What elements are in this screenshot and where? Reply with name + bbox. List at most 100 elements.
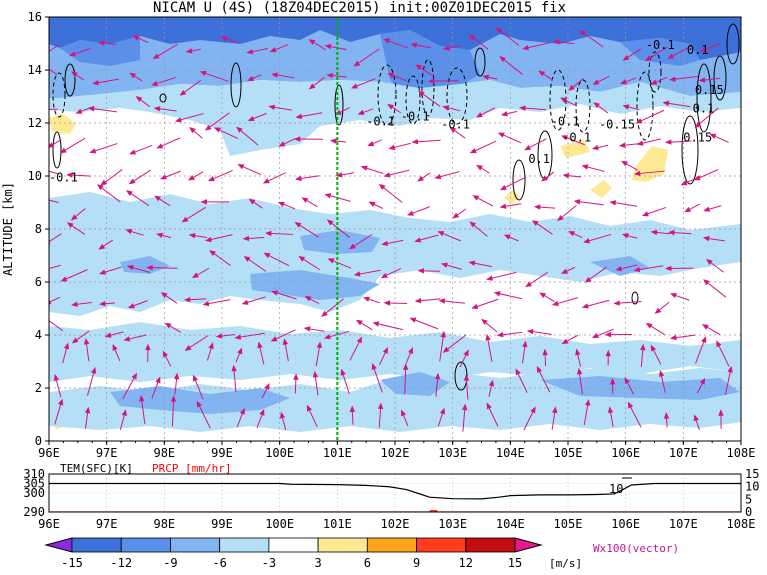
contours xyxy=(52,23,740,391)
shade-mid-dark2 xyxy=(250,270,380,300)
surface-x-tick-label: 96E xyxy=(38,517,60,531)
legend-precipitation: PRCP [mm/hr] xyxy=(152,462,231,475)
wind-vector-head xyxy=(371,363,377,371)
wind-vector-head xyxy=(146,264,153,271)
contour-label: -0.1 xyxy=(646,38,675,52)
wind-vector-head xyxy=(388,144,396,150)
wind-vector-head xyxy=(155,376,161,384)
wind-vector-head xyxy=(561,338,569,345)
shade-low-dark3 xyxy=(380,372,450,396)
wind-vector-head xyxy=(40,53,45,57)
wind-vector-head xyxy=(316,341,322,349)
wind-vector-head xyxy=(693,414,699,422)
x-tick-label: 100E xyxy=(265,446,294,460)
wind-vector-head xyxy=(335,172,343,178)
wind-vector-head xyxy=(100,179,107,186)
wind-vector-head xyxy=(271,290,279,296)
wind-vector-head xyxy=(624,377,630,384)
wind-vector-head xyxy=(241,299,249,305)
wind-vector-head xyxy=(243,255,251,262)
wind-vector-head xyxy=(427,78,435,84)
wind-vector-head xyxy=(324,44,332,50)
wind-vector-head xyxy=(185,48,193,54)
wind-vector-head xyxy=(196,400,202,408)
wind-vector-head xyxy=(703,206,711,212)
wind-vector-head xyxy=(49,142,55,148)
wind-vector-head xyxy=(409,317,417,323)
wind-vector-head xyxy=(355,319,363,326)
wind-vector-head xyxy=(463,374,470,381)
wind-vector-head xyxy=(312,370,319,378)
contour-pos-6 xyxy=(474,47,486,77)
colorbar-level: 3 xyxy=(314,556,321,570)
wind-vector-head xyxy=(84,406,91,414)
wind-vector-head xyxy=(583,238,591,244)
surface-x-tick-label: 102E xyxy=(381,517,410,531)
wind-vector-head xyxy=(475,112,483,118)
wind-vector-head xyxy=(271,72,278,78)
wind-vector-head xyxy=(237,164,245,170)
wind-vector-head xyxy=(669,293,677,299)
wind-vector-head xyxy=(613,300,620,306)
y-tick-label: 2 xyxy=(35,381,42,395)
wind-vector-head xyxy=(154,195,162,202)
wind-vector-head xyxy=(43,198,48,202)
colorbar-level: 6 xyxy=(364,556,371,570)
colorbar-cell xyxy=(416,537,467,553)
wind-vector xyxy=(49,320,64,332)
x-tick-label: 98E xyxy=(153,446,175,460)
wind-vector-head xyxy=(622,54,630,61)
shade-upper-core3 xyxy=(380,30,480,100)
contour-neg-1 xyxy=(52,72,66,118)
wind-vector-head xyxy=(485,333,491,341)
wind-vector-head xyxy=(247,115,255,122)
wind-vector-head xyxy=(383,300,391,306)
surface-x-tick-label: 103E xyxy=(438,517,467,531)
wind-vector-head xyxy=(496,332,504,338)
wind-vector-head xyxy=(702,235,710,242)
wind-vector-head xyxy=(125,228,133,235)
wind-vector-head xyxy=(481,318,488,325)
contour-label: -0.1 xyxy=(401,109,430,123)
wind-vector-head xyxy=(263,252,271,259)
wind-vector-head xyxy=(324,193,332,199)
wind-vector-head xyxy=(640,343,646,351)
wind-vector-head xyxy=(37,269,42,273)
shade-upper-core2 xyxy=(60,36,140,66)
wind-vector-head xyxy=(295,175,302,182)
y-axis-label: ALTITUDE [km] xyxy=(1,182,15,276)
colorbar-level: -9 xyxy=(163,556,177,570)
x-tick-label: 103E xyxy=(438,446,467,460)
wind-vector-head xyxy=(615,266,623,272)
wind-vector-head xyxy=(469,148,477,154)
wind-vector-head xyxy=(699,46,707,52)
colorbar-cell xyxy=(268,537,319,553)
contour-neg-3 xyxy=(405,75,421,125)
wind-vector-head xyxy=(368,201,376,207)
contour-pos-10 xyxy=(696,63,712,133)
wind-vector-head xyxy=(417,268,425,274)
wind-vector-head xyxy=(699,377,706,385)
wind-vector-head xyxy=(522,340,528,348)
wind-vector-head xyxy=(593,102,600,109)
wind-vector-head xyxy=(151,80,159,86)
wind-vector-head xyxy=(327,258,335,264)
wind-vector-head xyxy=(463,349,469,357)
x-tick-label: 102E xyxy=(381,446,410,460)
wind-vector-head xyxy=(220,36,228,42)
wind-vector-head xyxy=(701,324,709,330)
wind-vector-head xyxy=(524,144,532,151)
wind-vector-head xyxy=(668,229,675,236)
wind-vector-head xyxy=(654,307,662,314)
wind-vector-head xyxy=(644,55,652,62)
contour-labels: -0.1 -0.1 -0.1 -0.1 -0.1 -0.1 -0.15 0.15 0.1 -0.1… xyxy=(49,38,724,185)
wind-vector-head xyxy=(503,234,511,240)
wind-vector-head xyxy=(414,297,422,304)
wind-vector-head xyxy=(499,184,507,191)
y-tick-label: 16 xyxy=(28,10,42,24)
wind-vector-head xyxy=(621,160,628,167)
y-tick-label: 0 xyxy=(35,434,42,448)
wind-vector-head xyxy=(356,336,363,344)
wind-vector-head xyxy=(58,398,64,406)
